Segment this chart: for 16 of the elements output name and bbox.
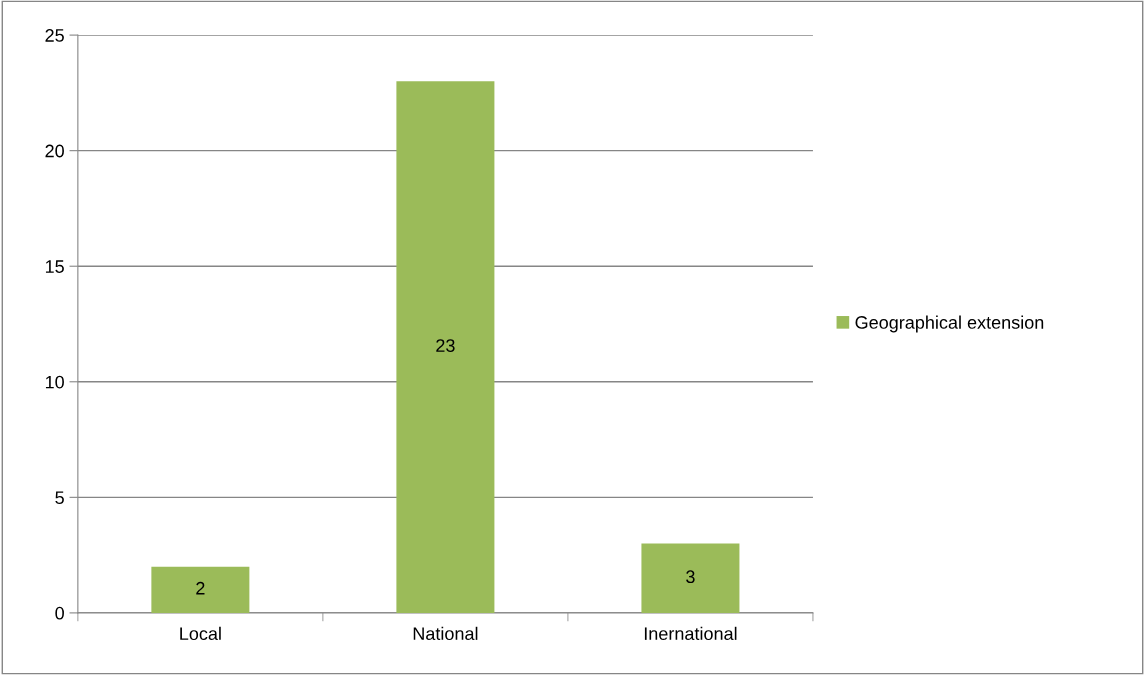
x-tick-label: Local: [180, 626, 221, 641]
y-tick-label: 25: [45, 29, 64, 42]
bar: [151, 566, 250, 613]
x-tick-label: National: [413, 626, 478, 641]
bar: [641, 543, 740, 613]
y-tick-label: 15: [45, 260, 64, 273]
y-tick-label: 20: [45, 144, 64, 158]
y-tick-label: 10: [45, 375, 64, 389]
bar: [396, 81, 495, 613]
legend-label: Geographical extension: [855, 315, 1044, 333]
x-tick-label: Inernational: [644, 626, 737, 641]
y-tick-label: 5: [55, 491, 64, 505]
data-label: 23: [436, 339, 455, 352]
data-label: 2: [196, 581, 205, 595]
data-label: 3: [686, 570, 695, 584]
y-tick-label: 0: [55, 606, 64, 620]
